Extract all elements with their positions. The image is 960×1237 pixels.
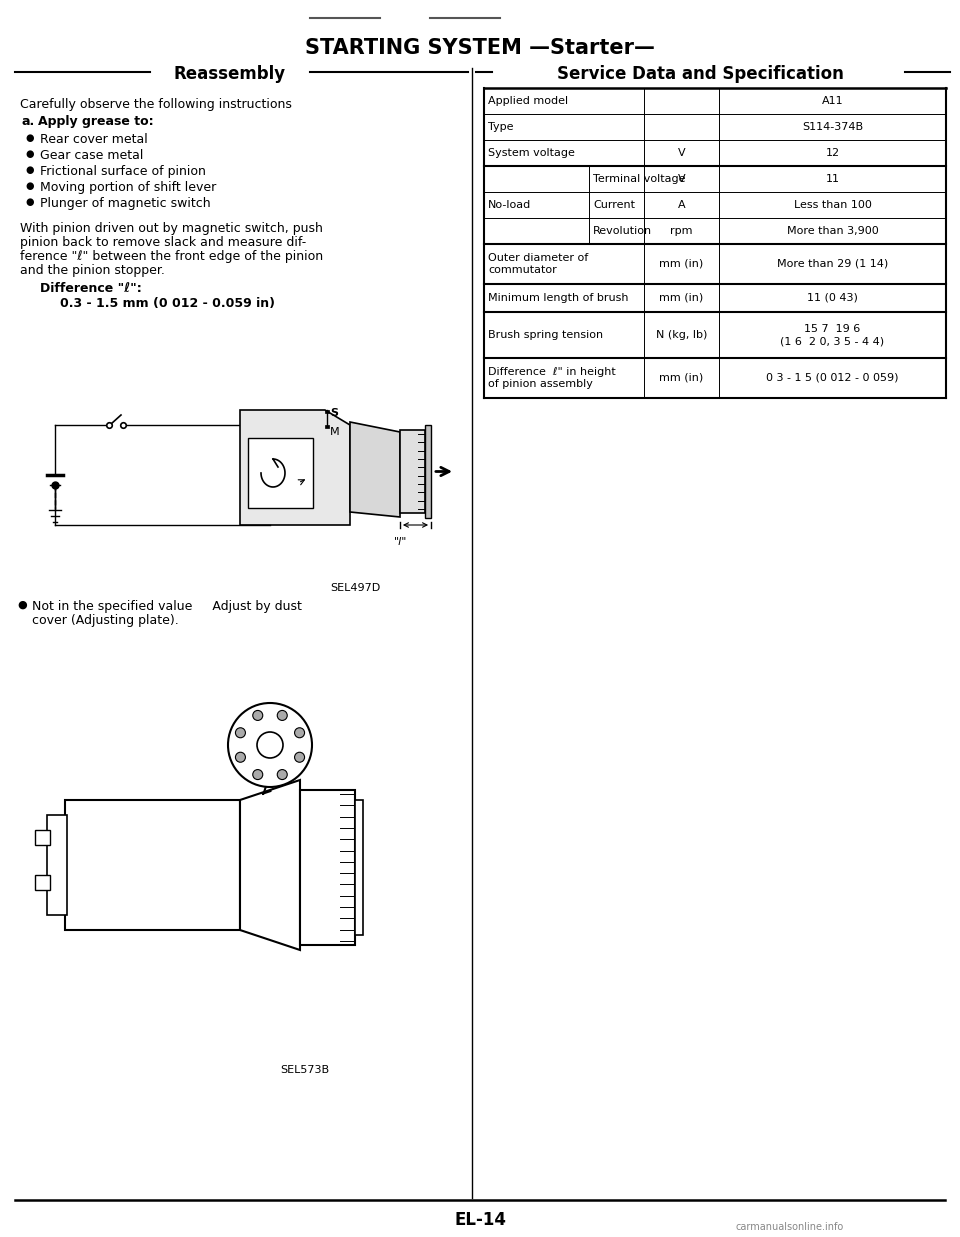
Text: mm (in): mm (in) [660, 374, 704, 383]
Text: (1 6  2 0, 3 5 - 4 4): (1 6 2 0, 3 5 - 4 4) [780, 336, 884, 346]
Text: and the pinion stopper.: and the pinion stopper. [20, 263, 165, 277]
Text: Difference  ℓ" in height: Difference ℓ" in height [488, 367, 615, 377]
Text: 12: 12 [826, 148, 840, 158]
Text: A11: A11 [822, 96, 843, 106]
Text: ●: ● [26, 181, 35, 190]
Text: S: S [330, 408, 338, 418]
Circle shape [228, 703, 312, 787]
Circle shape [235, 752, 246, 762]
Text: S114-374B: S114-374B [802, 122, 863, 132]
Text: Apply grease to:: Apply grease to: [38, 115, 154, 127]
Text: Rear cover metal: Rear cover metal [40, 134, 148, 146]
Bar [325, 426, 329, 428]
Bar [47, 815, 67, 915]
Text: 0.3 - 1.5 mm (0 012 - 0.059 in): 0.3 - 1.5 mm (0 012 - 0.059 in) [60, 297, 275, 310]
Text: carmanualsonline.info: carmanualsonline.info [736, 1222, 844, 1232]
Bar [35, 830, 50, 845]
Text: commutator: commutator [488, 265, 557, 275]
Text: 11 (0 43): 11 (0 43) [807, 293, 858, 303]
Polygon shape [240, 409, 350, 524]
Text: Frictional surface of pinion: Frictional surface of pinion [40, 165, 205, 178]
Text: Terminal voltage: Terminal voltage [593, 174, 685, 184]
Text: Gear case metal: Gear case metal [40, 148, 143, 162]
Circle shape [252, 769, 263, 779]
Text: 0 3 - 1 5 (0 012 - 0 059): 0 3 - 1 5 (0 012 - 0 059) [766, 374, 899, 383]
Circle shape [252, 710, 263, 720]
Text: rpm: rpm [670, 226, 693, 236]
Text: Difference "ℓ":: Difference "ℓ": [40, 282, 142, 294]
Text: SEL497D: SEL497D [330, 583, 380, 593]
Text: pinion back to remove slack and measure dif-: pinion back to remove slack and measure … [20, 236, 306, 249]
Text: a.: a. [22, 115, 36, 127]
Text: SEL573B: SEL573B [280, 1065, 329, 1075]
Bar [300, 790, 355, 945]
Text: More than 3,900: More than 3,900 [786, 226, 878, 236]
Text: "l": "l" [394, 537, 407, 547]
Circle shape [277, 710, 287, 720]
Text: ●: ● [26, 134, 35, 143]
Text: Less than 100: Less than 100 [794, 200, 872, 210]
Text: cover (Adjusting plate).: cover (Adjusting plate). [32, 614, 179, 627]
Circle shape [277, 769, 287, 779]
Text: Moving portion of shift lever: Moving portion of shift lever [40, 181, 216, 194]
Bar [325, 409, 329, 413]
Text: System voltage: System voltage [488, 148, 575, 158]
Text: 15 7  19 6: 15 7 19 6 [804, 324, 860, 334]
Text: Applied model: Applied model [488, 96, 568, 106]
Text: mm (in): mm (in) [660, 293, 704, 303]
Bar [400, 430, 425, 513]
Text: A: A [678, 200, 685, 210]
Text: More than 29 (1 14): More than 29 (1 14) [777, 259, 888, 268]
Text: V: V [678, 174, 685, 184]
Bar [425, 426, 431, 518]
Text: STARTING SYSTEM —Starter—: STARTING SYSTEM —Starter— [305, 38, 655, 58]
Text: N (kg, lb): N (kg, lb) [656, 330, 708, 340]
Text: ●: ● [26, 197, 35, 207]
Text: Plunger of magnetic switch: Plunger of magnetic switch [40, 197, 210, 210]
Text: EL-14: EL-14 [454, 1211, 506, 1230]
Polygon shape [240, 781, 300, 950]
Text: 11: 11 [826, 174, 839, 184]
Text: Brush spring tension: Brush spring tension [488, 330, 603, 340]
Text: Not in the specified value     Adjust by dust: Not in the specified value Adjust by dus… [32, 600, 301, 614]
Text: M: M [330, 427, 340, 437]
Text: of pinion assembly: of pinion assembly [488, 379, 593, 388]
Bar [248, 438, 313, 508]
Text: Minimum length of brush: Minimum length of brush [488, 293, 629, 303]
Text: No-load: No-load [488, 200, 531, 210]
Circle shape [295, 727, 304, 737]
Circle shape [257, 732, 283, 758]
Bar [35, 875, 50, 889]
Circle shape [235, 727, 246, 737]
Text: ference "ℓ" between the front edge of the pinion: ference "ℓ" between the front edge of th… [20, 250, 324, 263]
Text: Revolution: Revolution [593, 226, 652, 236]
Circle shape [295, 752, 304, 762]
Bar [65, 800, 240, 930]
Polygon shape [350, 422, 400, 517]
Bar [355, 800, 363, 935]
Text: Outer diameter of: Outer diameter of [488, 254, 588, 263]
Text: Service Data and Specification: Service Data and Specification [557, 66, 844, 83]
Text: Type: Type [488, 122, 514, 132]
Text: Reassembly: Reassembly [174, 66, 286, 83]
Text: With pinion driven out by magnetic switch, push: With pinion driven out by magnetic switc… [20, 221, 323, 235]
Text: ●: ● [26, 165, 35, 174]
Text: Current: Current [593, 200, 635, 210]
Text: mm (in): mm (in) [660, 259, 704, 268]
Text: V: V [678, 148, 685, 158]
Text: ●: ● [17, 600, 27, 610]
Text: Carefully observe the following instructions: Carefully observe the following instruct… [20, 98, 292, 111]
Text: ●: ● [26, 148, 35, 160]
